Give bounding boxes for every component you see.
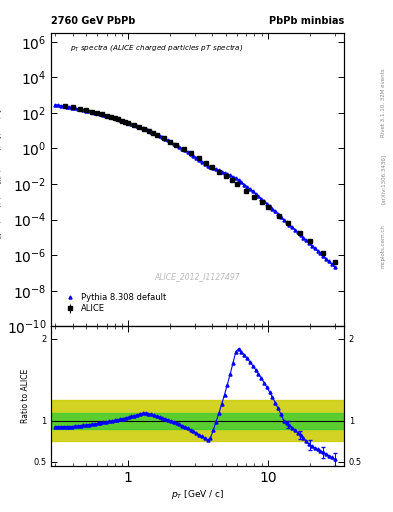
- X-axis label: $p_T$ [GeV / c]: $p_T$ [GeV / c]: [171, 487, 224, 501]
- Legend: Pythia 8.308 default, ALICE: Pythia 8.308 default, ALICE: [64, 293, 166, 313]
- Pythia 8.308 default: [318, 250, 323, 257]
- Pythia 8.308 default: [332, 264, 337, 270]
- Bar: [51, 400, 344, 441]
- Text: [arXiv:1306.3436]: [arXiv:1306.3436]: [381, 154, 386, 204]
- Line: Pythia 8.308 default: Pythia 8.308 default: [54, 103, 336, 268]
- Text: 2760 GeV PbPb: 2760 GeV PbPb: [51, 15, 136, 26]
- Pythia 8.308 default: [107, 113, 111, 119]
- Pythia 8.308 default: [197, 157, 202, 163]
- Text: PbPb minbias: PbPb minbias: [269, 15, 344, 26]
- Text: mcplots.cern.ch: mcplots.cern.ch: [381, 224, 386, 268]
- Bar: [51, 413, 344, 429]
- Text: $p_T$ spectra (ALICE charged particles pT spectra): $p_T$ spectra (ALICE charged particles p…: [70, 42, 243, 53]
- Pythia 8.308 default: [310, 243, 314, 249]
- Y-axis label: $1 / N_{ev}$ $1 / (2\pi p_T)$ $(d^2N_{ch}) / (d\eta\, dp_T)$ ; [(GeV)$^2$]: $1 / N_{ev}$ $1 / (2\pi p_T)$ $(d^2N_{ch…: [0, 108, 5, 251]
- Pythia 8.308 default: [118, 117, 123, 123]
- Y-axis label: Ratio to ALICE: Ratio to ALICE: [21, 369, 30, 423]
- Text: Rivet 3.1.10, 32M events: Rivet 3.1.10, 32M events: [381, 68, 386, 137]
- Pythia 8.308 default: [53, 102, 58, 108]
- Pythia 8.308 default: [219, 168, 224, 175]
- Text: ALICE_2012_I1127497: ALICE_2012_I1127497: [155, 272, 240, 281]
